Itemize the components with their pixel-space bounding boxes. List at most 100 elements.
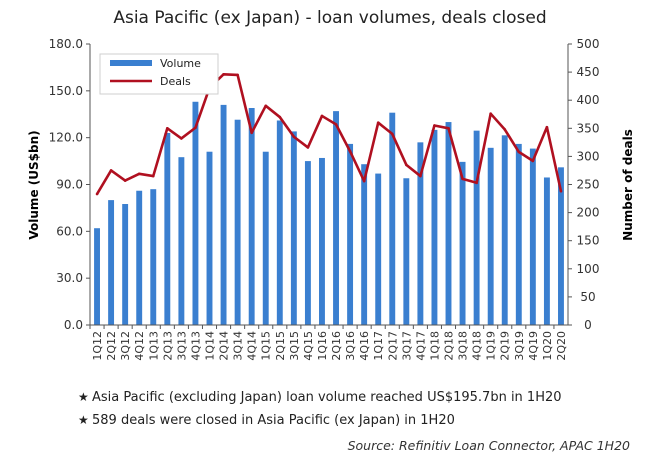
x-tick-label: 3Q16: [344, 331, 357, 361]
note-item: ★ Asia Pacific (excluding Japan) loan vol…: [78, 386, 562, 409]
volume-bar: [543, 177, 550, 325]
legend: Volume Deals: [99, 53, 219, 95]
x-tick-label: 1Q17: [372, 331, 385, 361]
star-bullet-icon: ★: [78, 413, 89, 427]
deals-point: [517, 150, 521, 154]
deals-point: [222, 73, 225, 76]
right-tick-label: 50: [580, 290, 595, 304]
volume-bar: [529, 148, 536, 325]
left-axis: 0.0 30.0 60.0 90.0 120.0 150.0 180.0: [49, 37, 91, 332]
x-tick-label: 4Q13: [189, 331, 202, 361]
right-tick-label: 150: [577, 234, 600, 248]
deals-point: [306, 146, 310, 149]
right-tick-label: 400: [577, 93, 600, 107]
volume-bar: [417, 142, 424, 325]
volume-bar: [122, 204, 129, 325]
x-tick-label: 2Q20: [555, 331, 568, 361]
volume-bar: [150, 189, 157, 325]
deals-point: [292, 135, 296, 139]
deals-point: [151, 174, 155, 178]
volume-bar: [473, 130, 480, 325]
volume-bar: [501, 135, 508, 325]
deals-point: [109, 169, 113, 172]
chart-canvas: 0.0 30.0 60.0 90.0 120.0 150.0 180.0 0 50 100 150…: [27, 37, 635, 361]
note-text: Asia Pacific (excluding Japan) loan volu…: [92, 390, 562, 405]
deals-point: [545, 125, 549, 129]
deals-point: [362, 179, 366, 183]
x-tick-label: 4Q17: [414, 331, 427, 361]
deals-point: [559, 189, 563, 193]
x-tick-label: 3Q13: [175, 331, 188, 361]
x-tick-label: 2Q13: [161, 331, 174, 361]
x-axis: 1Q12 2Q12 3Q12 4Q12 1Q13 2Q13 3Q13 4Q13 1Q14 2Q14…: [89, 324, 568, 361]
deals-point: [405, 163, 408, 167]
volume-bar: [389, 112, 396, 325]
deals-point: [419, 174, 422, 178]
right-tick-label: 500: [577, 37, 600, 51]
star-bullet-icon: ★: [78, 390, 89, 404]
deals-point: [95, 192, 99, 196]
deals-point: [503, 128, 507, 131]
x-tick-label: 1Q19: [485, 331, 498, 361]
left-tick-label: 150.0: [49, 84, 83, 98]
x-tick-label: 1Q12: [91, 331, 104, 361]
y-axis-label-left: Volume (US$bn): [27, 130, 41, 239]
deals-point: [264, 104, 268, 108]
volume-bar: [164, 132, 171, 325]
right-tick-label: 250: [577, 178, 600, 192]
volume-bar: [262, 151, 269, 325]
volume-bar: [459, 161, 466, 325]
x-tick-label: 3Q17: [400, 331, 413, 361]
x-tick-label: 3Q19: [513, 331, 526, 361]
x-tick-label: 1Q14: [204, 331, 217, 361]
left-tick-label: 180.0: [49, 37, 83, 51]
x-tick-label: 4Q18: [471, 331, 484, 361]
deals-line-series: [95, 73, 563, 196]
volume-bars: [94, 101, 564, 325]
left-tick-label: 90.0: [56, 178, 83, 192]
volume-bar: [515, 143, 522, 325]
x-tick-label: 4Q12: [133, 331, 146, 361]
x-tick-label: 4Q16: [358, 331, 371, 361]
volume-bar: [347, 143, 354, 325]
legend-label-volume: Volume: [160, 57, 201, 70]
volume-bar: [319, 157, 325, 325]
deals-point: [531, 159, 535, 163]
x-tick-label: 2Q16: [330, 331, 343, 361]
x-tick-label: 2Q15: [274, 331, 287, 361]
volume-bar: [192, 101, 199, 325]
volume-bar: [220, 104, 227, 325]
right-axis: 0 50 100 150 200 250 300 350 400 450 500: [567, 37, 600, 332]
deals-point: [250, 131, 253, 135]
x-tick-label: 2Q17: [386, 331, 399, 361]
x-tick-label: 2Q14: [218, 331, 231, 361]
y-axis-label-right: Number of deals: [621, 129, 635, 241]
deals-point: [180, 137, 183, 140]
x-tick-label: 4Q14: [246, 331, 259, 361]
deals-line: [95, 73, 563, 195]
volume-bar: [558, 167, 564, 325]
deals-point: [433, 124, 436, 127]
right-tick-label: 350: [577, 121, 600, 135]
x-tick-label: 3Q14: [232, 331, 245, 361]
right-tick-label: 100: [577, 262, 600, 276]
x-tick-label: 1Q16: [316, 331, 329, 361]
volume-bar: [431, 129, 438, 325]
left-tick-label: 60.0: [56, 224, 83, 238]
legend-label-deals: Deals: [160, 75, 191, 88]
volume-bar: [361, 164, 368, 325]
x-tick-label: 1Q20: [541, 331, 554, 361]
x-tick-label: 3Q18: [457, 331, 470, 361]
volume-bar: [333, 111, 339, 325]
volume-bar: [445, 122, 452, 325]
x-tick-label: 1Q18: [428, 331, 441, 361]
legend-swatch-volume: [110, 60, 152, 66]
notes-list: ★ Asia Pacific (excluding Japan) loan vol…: [78, 386, 562, 432]
x-tick-label: 3Q12: [119, 331, 132, 361]
deals-point: [475, 181, 478, 185]
deals-point: [236, 73, 239, 77]
volume-bar: [290, 131, 297, 325]
x-tick-label: 2Q19: [499, 331, 512, 361]
volume-bar: [108, 200, 115, 325]
deals-point: [334, 123, 338, 126]
